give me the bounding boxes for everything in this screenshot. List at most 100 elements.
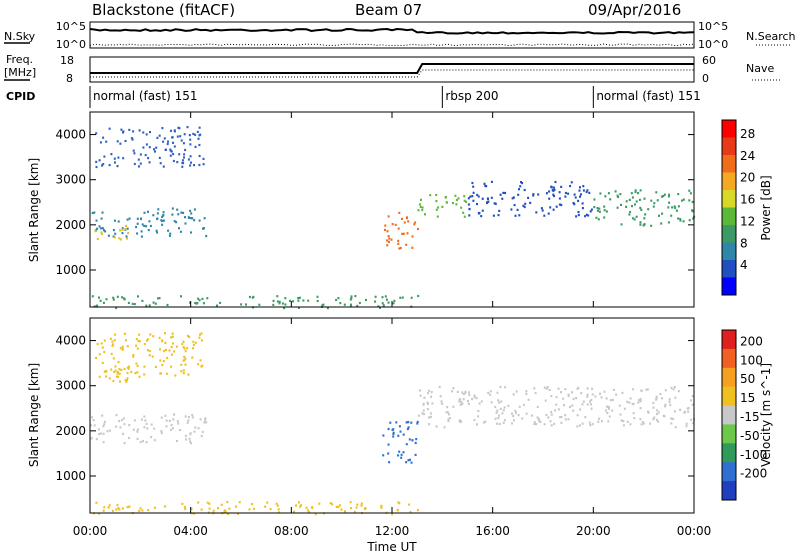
heatmap-cell [605,210,608,213]
heatmap-cell [138,340,141,343]
heatmap-cell [190,442,192,445]
heatmap-cell [184,434,187,437]
heatmap-cell [204,418,207,421]
heatmap-cell [152,214,155,217]
heatmap-cell [423,396,426,399]
heatmap-cell [353,510,356,513]
heatmap-cell [354,295,357,298]
heatmap-cell [350,295,353,298]
heatmap-cell [298,296,301,299]
heatmap-cell [116,165,119,168]
heatmap-cell [186,421,189,424]
heatmap-cell [203,217,206,220]
heatmap-cell [514,214,517,217]
heatmap-cell [428,389,431,392]
heatmap-cell [176,439,178,443]
heatmap-cell [154,365,157,368]
heatmap-cell [149,333,152,336]
heatmap-cell [579,195,581,198]
heatmap-cell [153,439,156,442]
heatmap-cell [564,195,567,198]
heatmap-cell [518,188,520,191]
heatmap-cell [146,349,149,352]
heatmap-cell [140,235,143,238]
heatmap-cell [111,340,114,343]
heatmap-cell [112,235,115,238]
heatmap-cell [590,398,593,402]
heatmap-cell [422,409,425,412]
colorbar-tick-label: -200 [740,467,767,481]
heatmap-cell [569,184,572,188]
heatmap-cell [179,135,182,138]
heatmap-cell [138,165,140,168]
heatmap-cell [94,230,97,233]
heatmap-cell [573,203,576,206]
heatmap-cell [640,423,643,426]
heatmap-cell [147,509,150,512]
heatmap-cell [589,210,592,213]
heatmap-cell [170,353,173,356]
heatmap-cell [600,396,603,399]
heatmap-cell [416,420,419,423]
heatmap-cell [533,387,536,390]
heatmap-cell [95,356,98,359]
heatmap-cell [337,505,340,508]
heatmap-cell [197,427,200,430]
heatmap-cell [102,441,105,444]
heatmap-cell [171,427,174,430]
heatmap-cell [547,416,550,419]
heatmap-cell [113,339,116,342]
heatmap-cell [399,296,402,299]
heatmap-cell [639,407,642,410]
heatmap-cell [683,410,686,413]
heatmap-cell [170,365,173,368]
heatmap-cell [562,397,565,400]
heatmap-cell [167,140,169,143]
heatmap-cell [445,201,448,204]
heatmap-cell [426,408,429,411]
heatmap-cell [580,193,582,196]
heatmap-cell [128,436,131,440]
heatmap-cell [603,216,606,219]
heatmap-cell [402,232,405,235]
heatmap-cell [162,214,165,217]
heatmap-cell [535,423,538,426]
heatmap-cell [547,212,550,215]
heatmap-cell [349,298,352,301]
heatmap-cell [398,450,401,453]
heatmap-cell [137,339,140,343]
heatmap-cell [139,153,142,156]
heatmap-cell [147,338,149,341]
heatmap-cell [122,157,125,160]
heatmap-cell [392,435,395,438]
cpid-segment-label: normal (fast) 151 [93,89,197,103]
heatmap-cell [673,205,676,208]
heatmap-cell [462,211,465,214]
heatmap-cell [160,432,163,435]
heatmap-cell [164,332,166,335]
heatmap-cell [182,369,185,372]
heatmap-cell [417,209,420,212]
heatmap-cell [205,235,208,238]
heatmap-cell [607,420,610,423]
heatmap-cell [110,352,113,355]
colorbar-swatch [722,260,736,278]
heatmap-cell [410,421,413,424]
heatmap-cell [126,377,129,380]
heatmap-cell [108,504,111,507]
heatmap-cell [546,386,549,389]
heatmap-cell [183,153,186,156]
heatmap-cell [276,504,279,507]
colorbar-tick-label: -15 [740,410,760,424]
heatmap-cell [108,429,111,432]
heatmap-cell [455,198,458,202]
heatmap-cell [138,509,141,512]
heatmap-cell [407,426,410,429]
heatmap-cell [623,407,626,410]
heatmap-cell [189,301,192,304]
heatmap-cell [550,410,553,414]
heatmap-cell [99,227,102,230]
heatmap-cell [649,422,652,425]
heatmap-cell [634,190,637,194]
